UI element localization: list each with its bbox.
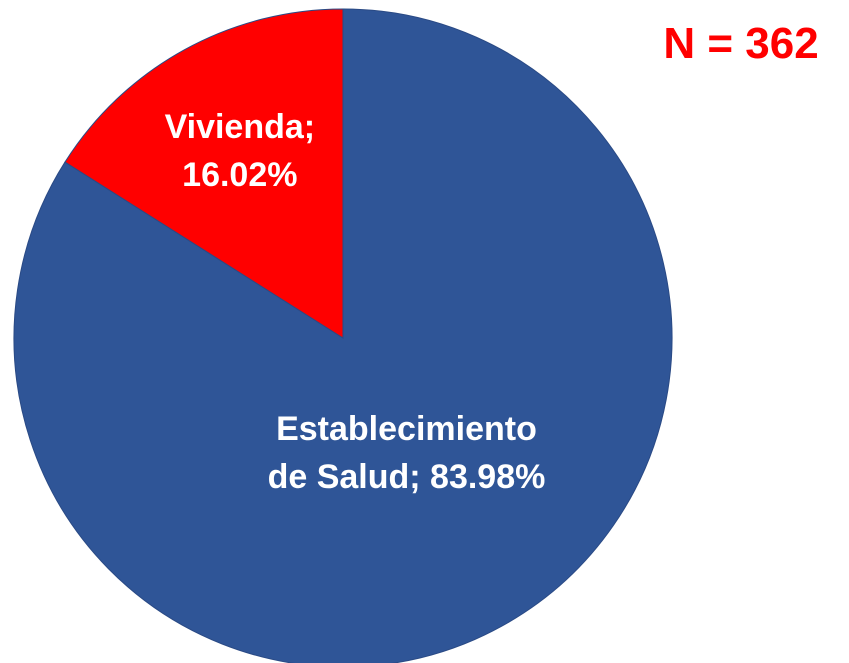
- annotation: N = 362: [663, 19, 819, 68]
- data-label: Establecimiento de Salud; 83.98%: [267, 410, 546, 497]
- data-label: Vivienda; 16.02%: [164, 107, 316, 194]
- pie-slice: [64, 8, 344, 339]
